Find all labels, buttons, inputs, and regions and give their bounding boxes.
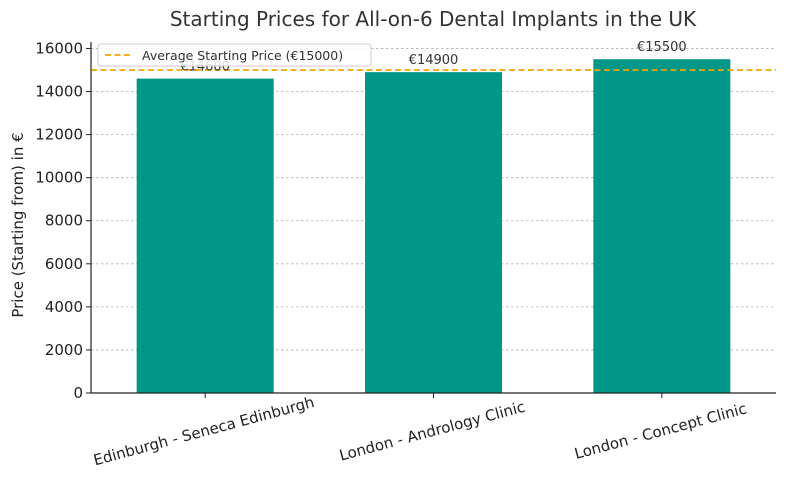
bar [136, 78, 274, 393]
x-tick-label: Edinburgh - Seneca Edinburgh [91, 393, 316, 469]
legend: Average Starting Price (€15000) [97, 43, 372, 67]
bars [91, 59, 776, 394]
y-tick-label: 0 [73, 384, 83, 402]
y-tick-label: 14000 [35, 83, 83, 101]
x-tick-label: London - Concept Clinic [572, 400, 748, 463]
y-tick-label: 4000 [45, 298, 83, 316]
y-tick-label: 8000 [45, 212, 83, 230]
bar [365, 72, 502, 393]
x-tick-label: London - Andrology Clinic [337, 398, 527, 465]
chart-title: Starting Prices for All-on-6 Dental Impl… [170, 7, 697, 31]
legend-label: Average Starting Price (€15000) [142, 48, 343, 63]
bar-data-label: €14900 [409, 53, 459, 68]
y-tick-label: 2000 [45, 341, 83, 359]
legend-box [97, 43, 372, 67]
bar-data-label: €15500 [637, 40, 687, 55]
y-tick-label: 12000 [35, 126, 83, 144]
y-tick-label: 16000 [35, 39, 83, 57]
y-tick-label: 10000 [35, 169, 83, 187]
bar [593, 59, 731, 394]
y-tick-label: 6000 [45, 255, 83, 273]
axes: 0 2000 4000 6000 8000 10000 12000 14000 16000 [35, 39, 776, 402]
y-axis-label: Price (Starting from) in € [9, 132, 27, 317]
